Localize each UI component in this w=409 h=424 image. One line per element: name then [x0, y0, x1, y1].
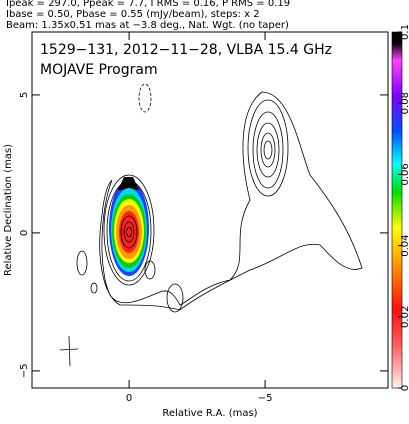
chart-subtitle: MOJAVE Program	[40, 62, 158, 78]
header-line: Ibase = 0.50, Pbase = 0.55 (mJy/beam), s…	[6, 9, 260, 20]
chart-title: 1529−131, 2012−11−28, VLBA 15.4 GHz	[40, 42, 332, 58]
image	[59, 83, 363, 367]
header-line: Ipeak = 297.0, Ppeak = 7.7, I RMS = 0.16…	[6, 0, 290, 9]
colorbar-tick-label: 0.06	[400, 163, 409, 185]
plot-frame	[31, 31, 389, 389]
core-color	[119, 211, 139, 253]
y-tick-label: 0	[19, 230, 30, 236]
core-peak	[118, 177, 139, 190]
colorbar-tick-label: 0.1	[400, 24, 409, 40]
colorbar	[391, 31, 403, 389]
y-axis-label: Relative Declination (mas)	[3, 144, 14, 276]
colorbar-tick-label: 0.02	[400, 306, 409, 328]
x-axis-label: Relative R.A. (mas)	[162, 408, 257, 419]
contours	[59, 83, 363, 367]
colorbar-tick-label: 0.04	[400, 234, 409, 256]
x-tick-label: −5	[258, 393, 273, 404]
colorbar-tick-label: 0.08	[400, 92, 409, 114]
y-tick-label: −5	[19, 364, 30, 379]
header-line: Beam: 1.35x0.51 mas at −3.8 deg., Nat. W…	[6, 20, 289, 31]
x-tick-label: 0	[126, 393, 132, 404]
colorbar-tick-label: 0	[400, 385, 409, 391]
y-tick-label: 5	[19, 92, 30, 98]
